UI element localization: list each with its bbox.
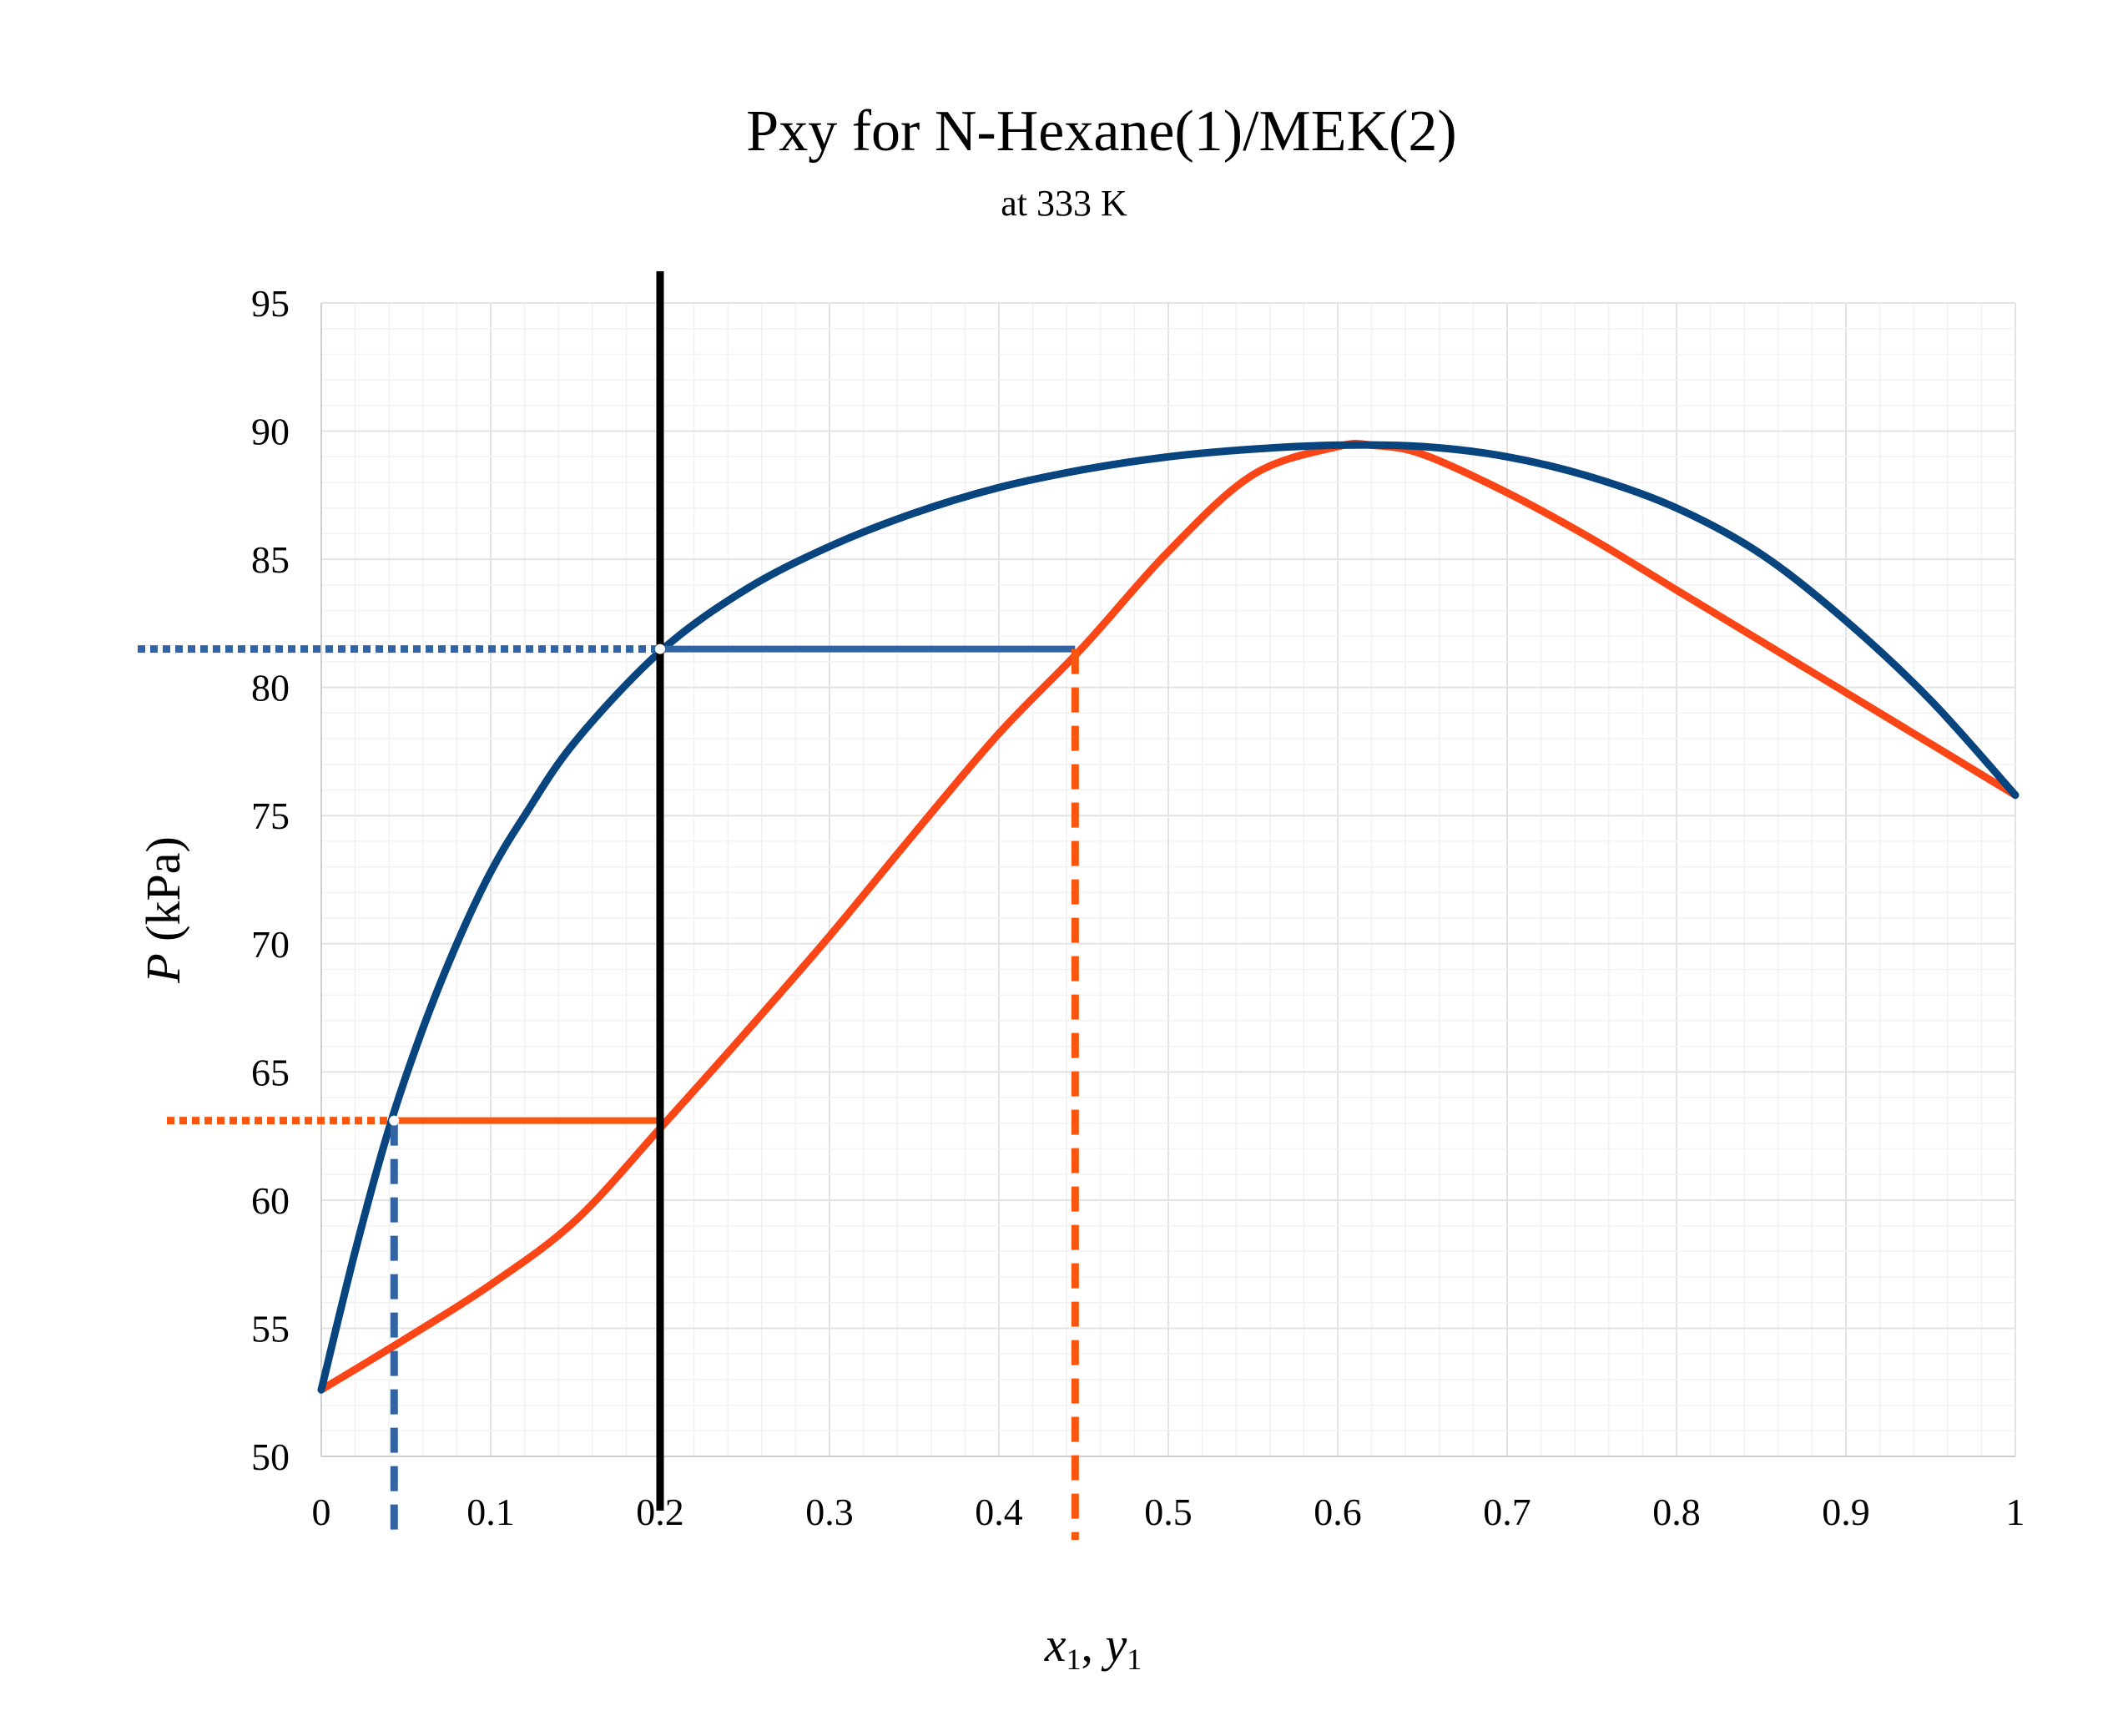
chart-title: Pxy for N-Hexane(1)/MEK(2) — [746, 99, 1456, 164]
series-group — [317, 439, 2020, 1394]
y-axis-unit: (kPa) — [136, 836, 190, 953]
y-tick-label: 95 — [251, 282, 290, 325]
x-tick-label: 0.2 — [636, 1491, 684, 1533]
y-tick-label: 65 — [251, 1051, 290, 1093]
x-tick-label: 1 — [2006, 1491, 2025, 1533]
x-tick-label: 0.4 — [975, 1491, 1023, 1533]
dew-curve — [317, 439, 2020, 1394]
y-tick-label: 80 — [251, 667, 290, 709]
x-tick-label: 0.1 — [466, 1491, 515, 1533]
y-axis-label: P (kPa) — [136, 836, 190, 984]
y-tick-label: 50 — [251, 1436, 290, 1478]
y-tick-label: 75 — [251, 795, 290, 837]
intersection-dot — [655, 643, 665, 654]
x-axis-sub1: 1 — [1067, 1643, 1082, 1676]
y-tick-label: 70 — [251, 923, 290, 966]
intersection-dot — [389, 1115, 400, 1126]
y-tick-label: 90 — [251, 411, 290, 453]
x-tick-label: 0.9 — [1822, 1491, 1870, 1533]
y-axis-var: P — [136, 953, 190, 983]
x-axis-label: x1, y1 — [1044, 1617, 1142, 1676]
x-axis-var2: y — [1102, 1617, 1127, 1672]
x-tick-label: 0 — [312, 1491, 331, 1533]
x-tick-label: 0.7 — [1483, 1491, 1531, 1533]
y-tick-label: 55 — [251, 1307, 290, 1350]
y-tick-label: 85 — [251, 538, 290, 581]
tick-labels: 0 0.1 0.2 0.3 0.4 0.5 0.6 0.7 0.8 0.9 1 50 55 60 65 70 7… — [251, 282, 2025, 1533]
bubble-curve — [317, 441, 2020, 1394]
x-tick-label: 0.6 — [1314, 1491, 1362, 1533]
axes — [320, 303, 2015, 1457]
chart-subtitle: at 333 K — [1001, 183, 1127, 224]
x-tick-label: 0.5 — [1144, 1491, 1193, 1533]
y-tick-label: 60 — [251, 1179, 290, 1222]
annotations — [138, 271, 1079, 1540]
x-tick-label: 0.3 — [805, 1491, 854, 1533]
x-axis-sep: , — [1082, 1617, 1106, 1672]
x-tick-label: 0.8 — [1652, 1491, 1701, 1533]
x-axis-sub2: 1 — [1127, 1643, 1142, 1676]
x-axis-var1: x — [1044, 1617, 1067, 1672]
grid — [320, 302, 2016, 1457]
